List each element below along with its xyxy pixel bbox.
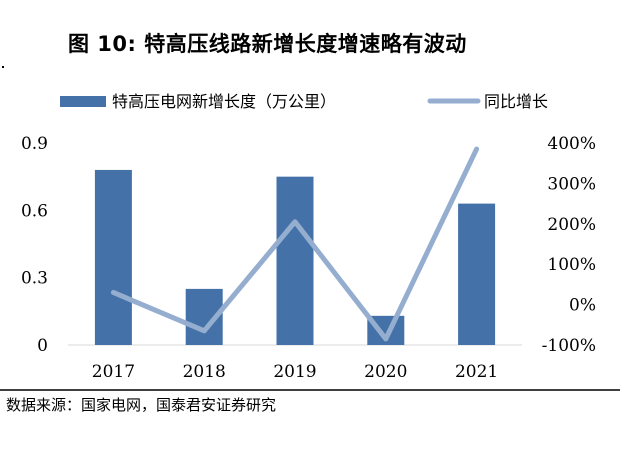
legend-line-label: 同比增长 (484, 92, 548, 111)
legend: 特高压电网新增长度（万公里） 同比增长 (60, 92, 548, 111)
source-note: 数据来源：国家电网，国泰君安证券研究 (6, 396, 277, 414)
x-tick-label: 2020 (364, 362, 407, 382)
bar-2021 (458, 203, 496, 345)
right-tick-label: 300% (547, 174, 596, 194)
x-tick-label: 2018 (183, 362, 226, 382)
bar-2019 (276, 176, 314, 345)
left-tick-label: 0.9 (21, 134, 48, 154)
left-tick-label: 0.3 (21, 269, 48, 289)
legend-bar-swatch (60, 96, 106, 107)
x-tick-label: 2021 (455, 362, 498, 382)
chart-title: 图 10: 特高压线路新增长度增速略有波动 (68, 32, 467, 56)
right-tick-label: 200% (547, 215, 596, 235)
right-tick-label: 100% (547, 255, 596, 275)
bar-2017 (94, 169, 132, 345)
right-tick-label: 0% (569, 296, 596, 316)
left-tick-label: 0 (37, 336, 48, 356)
left-tick-label: 0.6 (21, 201, 48, 221)
decorative-dot (2, 66, 4, 68)
right-tick-label: 400% (547, 134, 596, 154)
right-tick-label: -100% (542, 336, 596, 356)
x-tick-label: 2017 (92, 362, 135, 382)
legend-bar-label: 特高压电网新增长度（万公里） (112, 92, 336, 111)
x-tick-label: 2019 (273, 362, 316, 382)
